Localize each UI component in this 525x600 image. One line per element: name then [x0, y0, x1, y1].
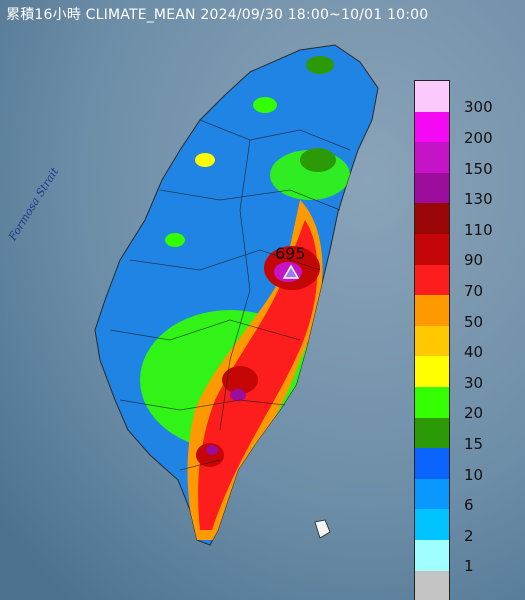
island-offshore — [314, 519, 331, 539]
legend-label: 40 — [464, 343, 484, 362]
legend-swatch — [415, 478, 449, 510]
legend-swatch — [415, 386, 449, 418]
legend-label: 90 — [464, 251, 484, 270]
legend-swatch — [415, 264, 449, 296]
legend-swatch — [415, 172, 449, 204]
legend-label: 300 — [464, 98, 493, 117]
legend-label: 30 — [464, 373, 484, 392]
legend-swatch — [415, 448, 449, 479]
legend-label: 70 — [464, 281, 484, 300]
legend-swatch — [415, 356, 449, 387]
legend-label: 200 — [464, 128, 493, 147]
legend-swatch — [415, 539, 449, 571]
legend-swatch — [415, 325, 449, 357]
legend-label: 110 — [464, 220, 493, 239]
legend-swatch — [415, 295, 449, 326]
legend-colorbar — [414, 80, 450, 600]
legend-swatch — [415, 111, 449, 143]
legend-label: 130 — [464, 190, 493, 209]
legend-swatch — [415, 142, 449, 173]
legend-label: 20 — [464, 404, 484, 423]
legend-swatch — [415, 81, 449, 112]
legend-swatch — [415, 417, 449, 449]
county-borders — [109, 119, 351, 471]
legend-swatch — [415, 233, 449, 265]
map-title: 累積16小時 CLIMATE_MEAN 2024/09/30 18:00~10/… — [6, 7, 429, 23]
legend-label: 10 — [464, 465, 484, 484]
legend-label: 50 — [464, 312, 484, 331]
rainfall-field — [140, 56, 350, 540]
legend-label: 2 — [464, 526, 474, 545]
max-value-label: 695 — [275, 244, 306, 263]
legend-label: 1 — [464, 557, 474, 576]
legend-swatch — [415, 509, 449, 540]
legend-label: 6 — [464, 496, 474, 515]
legend-label: 150 — [464, 159, 493, 178]
legend-swatch — [415, 203, 449, 234]
legend: 300 200 150 130 110 90 70 50 40 30 20 15 10 6 2 1 — [414, 80, 518, 600]
legend-swatch — [415, 570, 449, 600]
max-marker-icon — [282, 264, 300, 279]
legend-label: 15 — [464, 434, 484, 453]
